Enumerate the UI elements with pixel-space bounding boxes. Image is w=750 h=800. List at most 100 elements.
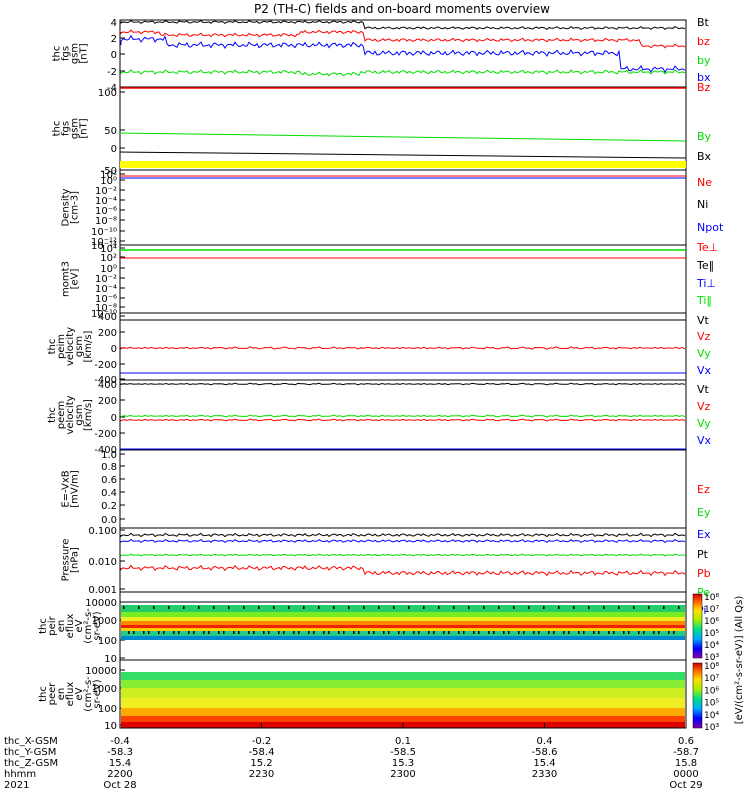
spectrogram-pixel [233, 631, 235, 634]
spectrogram-pixel [558, 606, 560, 609]
y-tick-label: 0.4 [101, 488, 117, 499]
y-tick-label: 1000 [92, 616, 117, 627]
y-tick-label: 0 [111, 413, 117, 424]
y-axis-label: momt3[eV] [61, 261, 81, 297]
y-label-line: [nT] [79, 43, 90, 63]
y-label-line: en [56, 620, 67, 633]
y-label-line: [nT] [79, 118, 90, 138]
series-Pb [120, 564, 686, 577]
y-label-line: gsm [74, 336, 85, 357]
spectrogram-pixel [673, 631, 675, 634]
spectrogram-pixel [553, 631, 555, 634]
y-label-line: Density [61, 188, 72, 226]
spectrogram-pixel [528, 606, 530, 609]
spectrogram-pixel [178, 631, 180, 634]
panel-10: 10000100010010thcpeerenefluxeV(cm²-s-sr-… [38, 659, 687, 732]
legend-entry: by [697, 54, 711, 67]
y-tick-label: 10⁻⁸ [95, 303, 117, 314]
spectrogram-pixel [408, 606, 410, 609]
spectrogram-pixel [213, 606, 215, 609]
colorbar-label: [eV/(cm²-s-sr-eV)] (All Qs) [734, 596, 745, 725]
y-label-line: [km/s] [83, 330, 94, 362]
spectrogram-pixel [633, 606, 635, 609]
panel-frame [119, 244, 687, 314]
y-label-line: momt3 [61, 261, 72, 297]
spectrogram-pixel [618, 606, 620, 609]
y-tick-label: 10² [100, 253, 117, 264]
y-tick-label: 200 [98, 328, 117, 339]
spectrogram-pixel [258, 606, 260, 609]
y-tick-label: 10000 [85, 598, 117, 609]
spectrogram-pixel [663, 606, 665, 609]
y-tick-label: 0 [111, 50, 117, 61]
spectrogram-pixel [133, 631, 135, 634]
spectrogram-pixel [443, 631, 445, 634]
legend-entry: Te⊥ [696, 241, 718, 254]
x-row-label: thc_Y-GSM [4, 747, 56, 758]
y-label-line: eV [74, 687, 85, 700]
y-label-line: [mV/m] [70, 470, 81, 508]
y-tick-label: 10⁻² [95, 186, 117, 197]
x-row-label: hhmm [4, 769, 36, 780]
spectrogram-pixel [478, 631, 480, 634]
y-label-line: eflux [65, 614, 76, 639]
legend-entry: Vt [697, 383, 710, 396]
spectrogram-pixel [363, 606, 365, 609]
legend-entry: Vz [697, 330, 711, 343]
spectrogram-pixel [468, 606, 470, 609]
spectrogram-pixel [463, 631, 465, 634]
spectrogram-pixel [608, 631, 610, 634]
legend-entry: Bt [697, 16, 710, 29]
x-tick-label: -58.7 [673, 747, 699, 758]
y-label-line: velocity [65, 327, 76, 366]
spectrogram-band [121, 672, 685, 680]
spectrogram-pixel [533, 631, 535, 634]
y-tick-label: -50 [101, 166, 117, 177]
spectrogram-pixel [538, 631, 540, 634]
x-tick-label: 15.4 [533, 758, 555, 769]
colorbar-tick-label: 10⁵ [704, 699, 719, 709]
y-tick-label: 10⁻⁶ [95, 206, 117, 217]
legend-entry: Ex [697, 528, 711, 541]
spectrogram-band [121, 716, 685, 722]
x-tick-label: -58.5 [390, 747, 416, 758]
colorbar-tick-label: 10⁷ [704, 605, 719, 615]
y-tick-label: 10 [104, 654, 117, 665]
spectrogram-pixel [503, 631, 505, 634]
series-By [119, 132, 687, 142]
spectrogram-pixel [418, 631, 420, 634]
spectrogram-pixel [578, 631, 580, 634]
spectrogram-pixel [308, 631, 310, 634]
spectrogram-pixel [428, 631, 430, 634]
y-tick-label: -4 [107, 83, 117, 94]
panel-5: 4002000-200-400thcpeimvelocitygsm[km/s]V… [47, 312, 712, 386]
spectrogram-pixel [613, 631, 615, 634]
spectrogram-pixel [293, 631, 295, 634]
x-row-label: 2021 [4, 780, 29, 791]
spectrogram-pixel [263, 631, 265, 634]
spectrogram-pixel [143, 631, 145, 634]
spectrogram-pixel [523, 631, 525, 634]
spectrogram-pixel [598, 631, 600, 634]
x-tick-label: 15.2 [250, 758, 272, 769]
spectrogram-pixel [343, 631, 345, 634]
spectrogram-pixel [273, 606, 275, 609]
spectrogram-pixel [393, 606, 395, 609]
panel-7: 1.00.8 0.6 0.4 0.2 0.0 E=-VxB[mV/m] Ez Ey Ex [61, 449, 711, 541]
x-tick-label: 2200 [107, 769, 132, 780]
spectrogram-pixel [303, 606, 305, 609]
spectrogram-pixel [158, 631, 160, 634]
colorbar-tick-label: 10⁶ [704, 686, 719, 696]
legend-entry: Pt [697, 548, 709, 561]
spectrogram-pixel [228, 606, 230, 609]
y-tick-label: 10⁰ [100, 264, 117, 275]
y-tick-label: 10⁻⁴ [95, 284, 117, 295]
spectrogram-pixel [388, 631, 390, 634]
spectrogram-pixel [138, 606, 140, 609]
spectrogram-pixel [398, 631, 400, 634]
legend-entry: Pb [697, 567, 711, 580]
